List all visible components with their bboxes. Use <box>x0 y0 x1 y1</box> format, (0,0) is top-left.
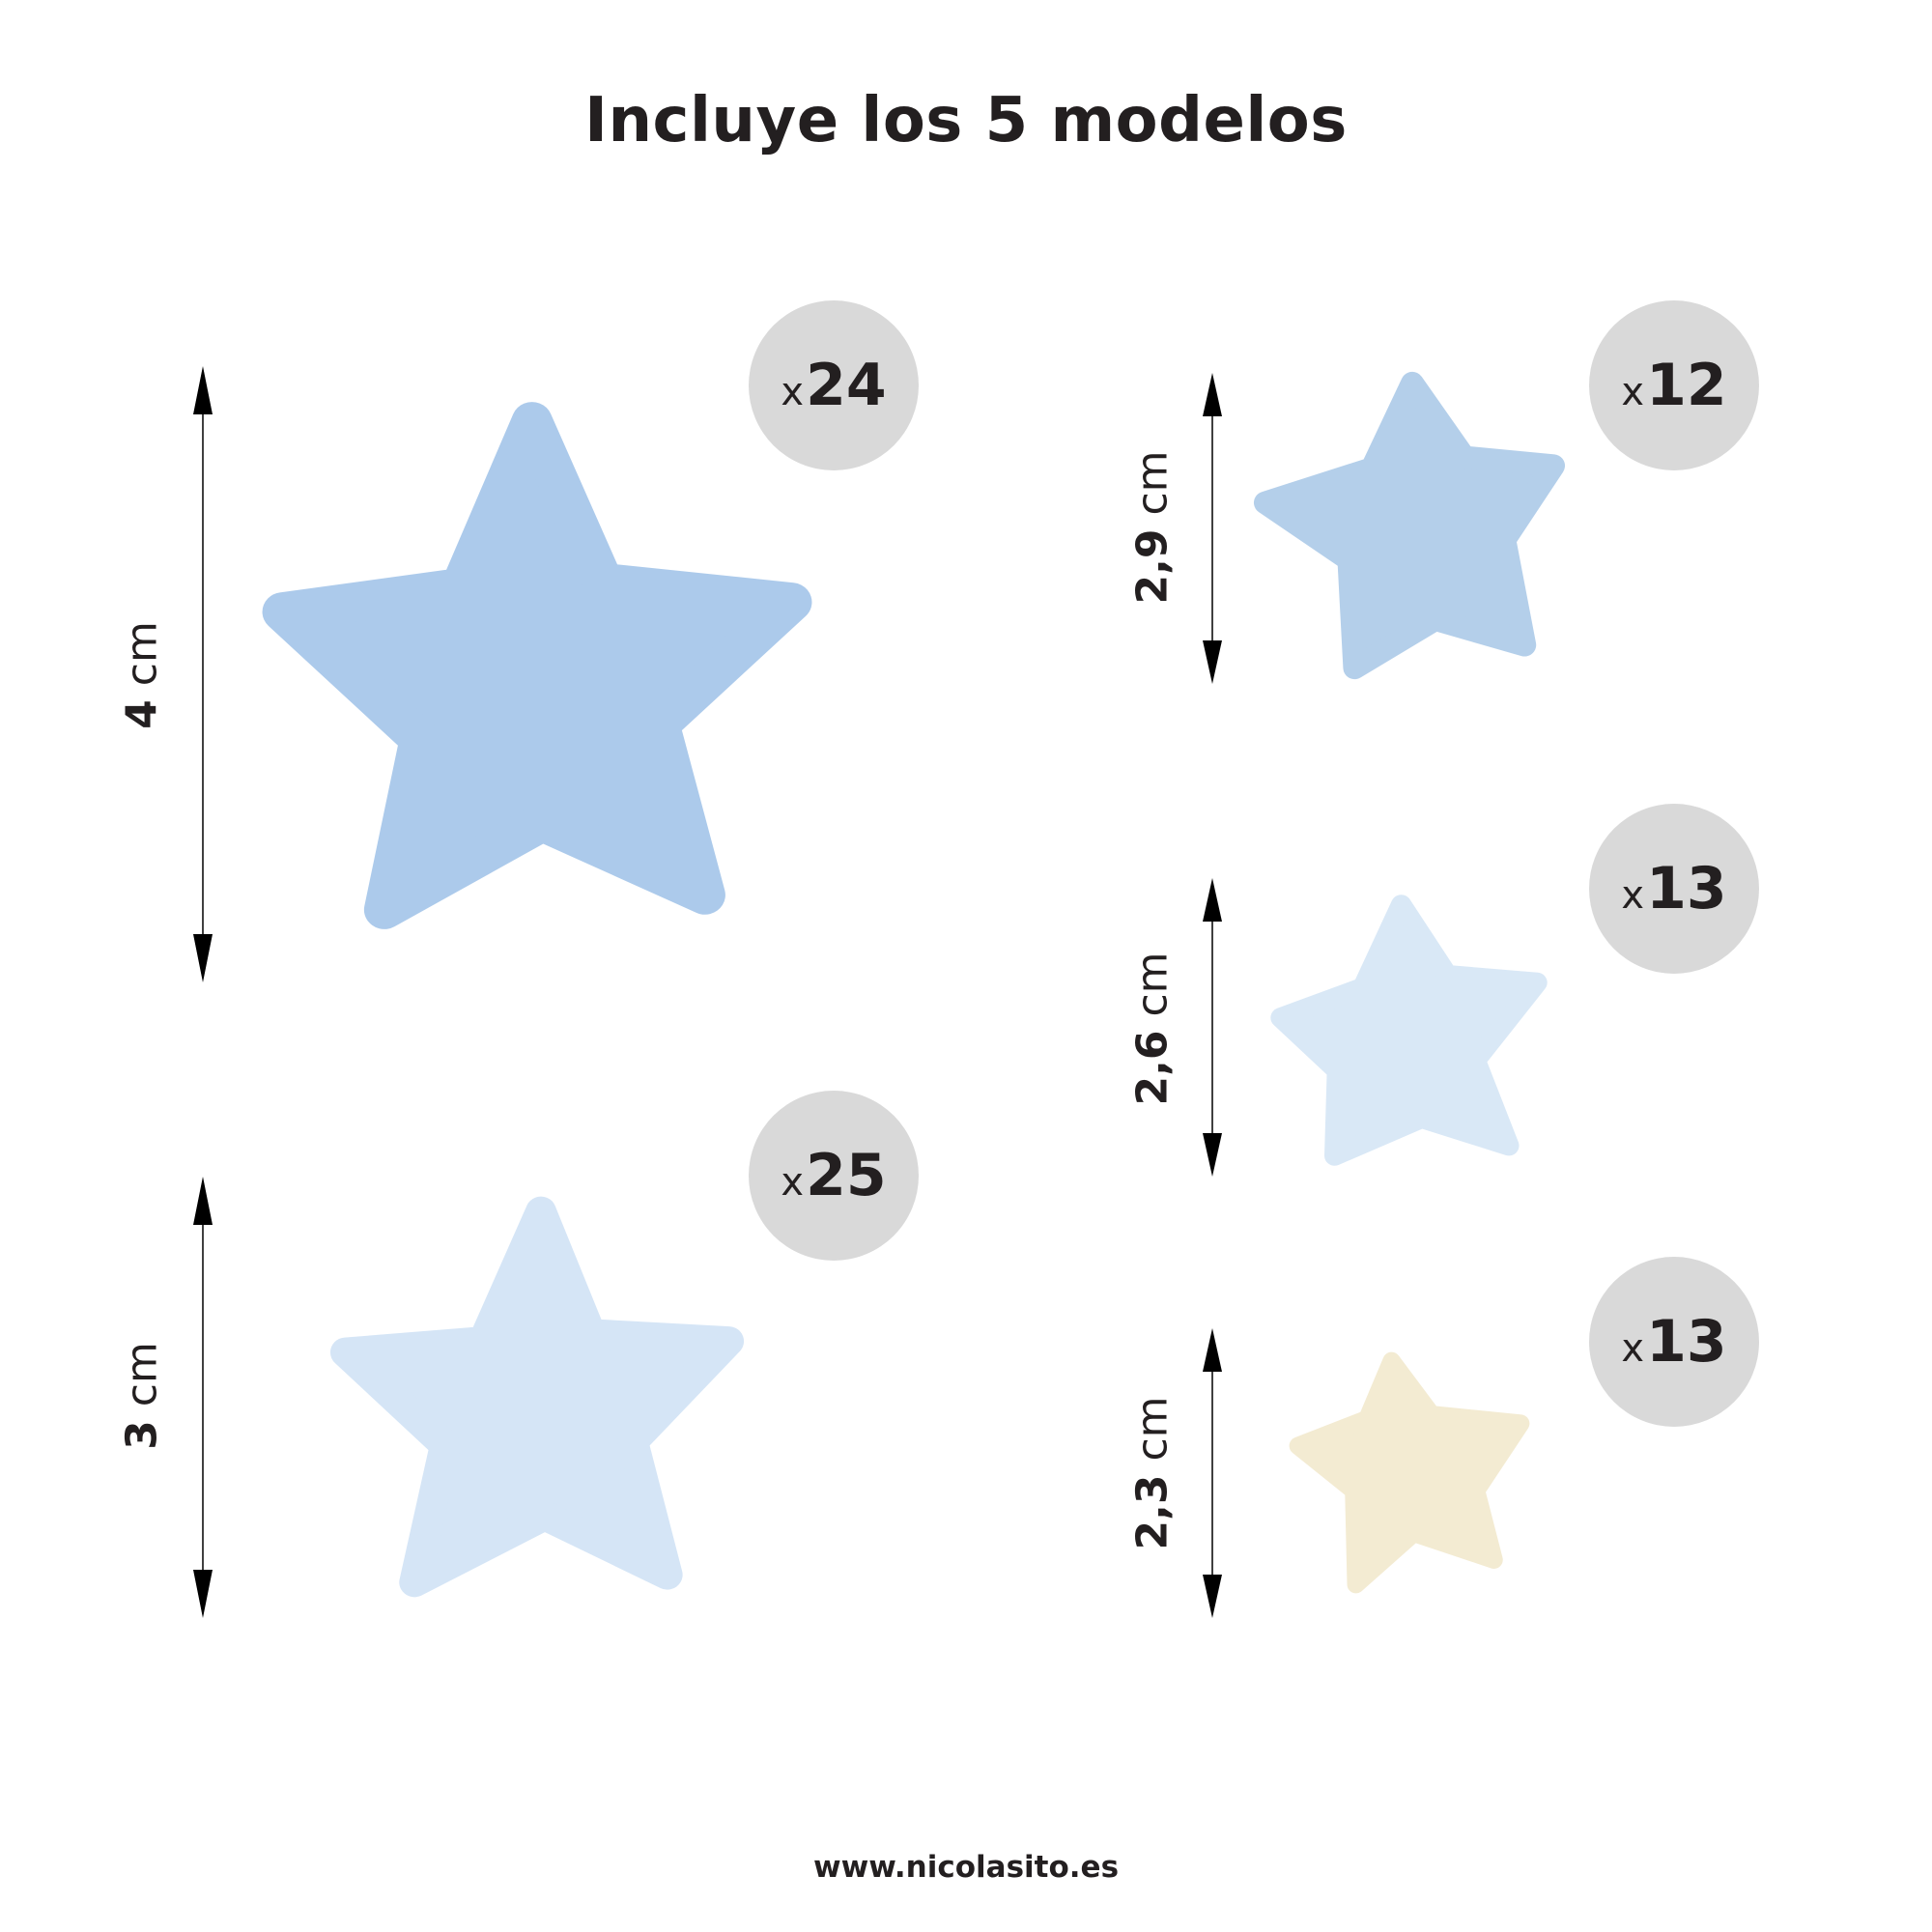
size-label: 4 cm <box>117 621 167 729</box>
size-label: 2,9 cm <box>1127 450 1178 605</box>
dimension-arrow <box>1203 1328 1222 1618</box>
star-model-2 <box>329 1196 745 1598</box>
star-model-3 <box>1253 371 1566 680</box>
dimension-arrow <box>1203 373 1222 684</box>
size-label: 2,3 cm <box>1127 1396 1178 1550</box>
star-model-4 <box>1270 895 1548 1166</box>
dimension-arrow <box>1203 878 1222 1177</box>
quantity-badge: x 12 <box>1589 300 1759 470</box>
quantity-badge: x 25 <box>749 1091 919 1261</box>
size-label: 3 cm <box>117 1342 167 1450</box>
quantity-badge: x 13 <box>1589 1257 1759 1427</box>
star-model-5 <box>1289 1351 1530 1594</box>
quantity-badge: x 24 <box>749 300 919 470</box>
quantity-badge: x 13 <box>1589 804 1759 974</box>
page-title: Incluye los 5 modelos <box>584 85 1348 156</box>
star-model-1 <box>262 402 812 929</box>
dimension-arrow <box>193 1177 213 1618</box>
website-url: www.nicolasito.es <box>812 1850 1120 1885</box>
size-label: 2,6 cm <box>1127 952 1178 1106</box>
dimension-arrow <box>193 366 213 982</box>
